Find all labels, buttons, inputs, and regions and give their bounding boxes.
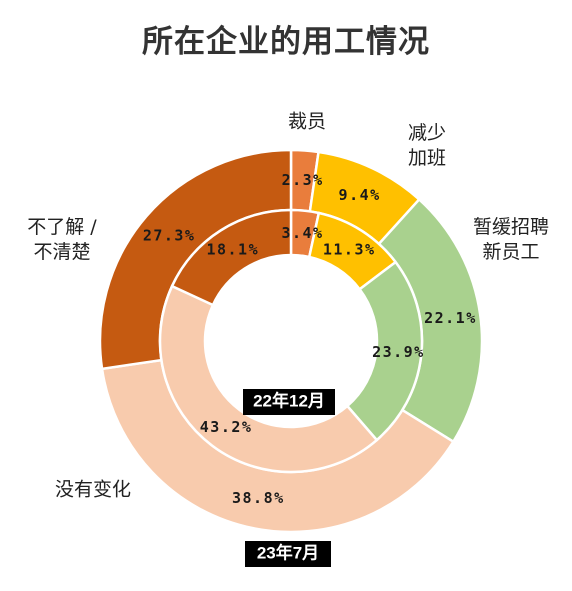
category-label-没有变化-line0: 没有变化 <box>55 479 131 501</box>
outer-ring-23-07 <box>98 148 484 534</box>
chart-title: 所在企业的用工情况 <box>142 24 430 60</box>
inner-ring-22-12 <box>158 208 424 474</box>
pct-label-outer-1: 9.4% <box>339 186 381 204</box>
pct-label-outer-4: 27.3% <box>143 226 196 244</box>
category-label-暂缓招聘新员工-line0: 暂缓招聘 <box>473 216 549 238</box>
outer-ring-label: 23年7月 <box>245 541 331 567</box>
pct-label-inner-3: 43.2% <box>200 418 253 436</box>
pct-label-outer-0: 2.3% <box>282 171 324 189</box>
slice-inner-4 <box>170 208 293 307</box>
pct-label-inner-1: 11.3% <box>323 241 376 259</box>
pct-label-outer-3: 38.8% <box>232 489 285 507</box>
pct-label-inner-4: 18.1% <box>206 241 259 259</box>
category-label-裁员-line0: 裁员 <box>288 111 326 133</box>
slice-inner-3 <box>158 284 379 474</box>
category-label-暂缓招聘新员工-line1: 新员工 <box>482 241 539 263</box>
pct-label-inner-0: 3.4% <box>281 224 323 242</box>
inner-ring-label-text: 22年12月 <box>253 390 325 410</box>
category-label-不了解-不清楚-line0: 不了解 / <box>27 216 97 238</box>
pct-label-outer-2: 22.1% <box>424 309 477 327</box>
pct-label-inner-2: 23.9% <box>372 343 425 361</box>
percentage-labels: 3.4%11.3% 23.9% 43.2% 18.1% 2.3% 9.4% 22.1% 38.… <box>143 171 477 507</box>
category-label-不了解-不清楚-line1: 不清楚 <box>33 241 90 263</box>
outer-ring-label-text: 23年7月 <box>257 542 319 562</box>
category-label-减少加班-line1: 加班 <box>408 147 446 169</box>
inner-ring-label: 22年12月 <box>243 389 335 415</box>
category-label-减少加班-line0: 减少 <box>408 122 446 144</box>
